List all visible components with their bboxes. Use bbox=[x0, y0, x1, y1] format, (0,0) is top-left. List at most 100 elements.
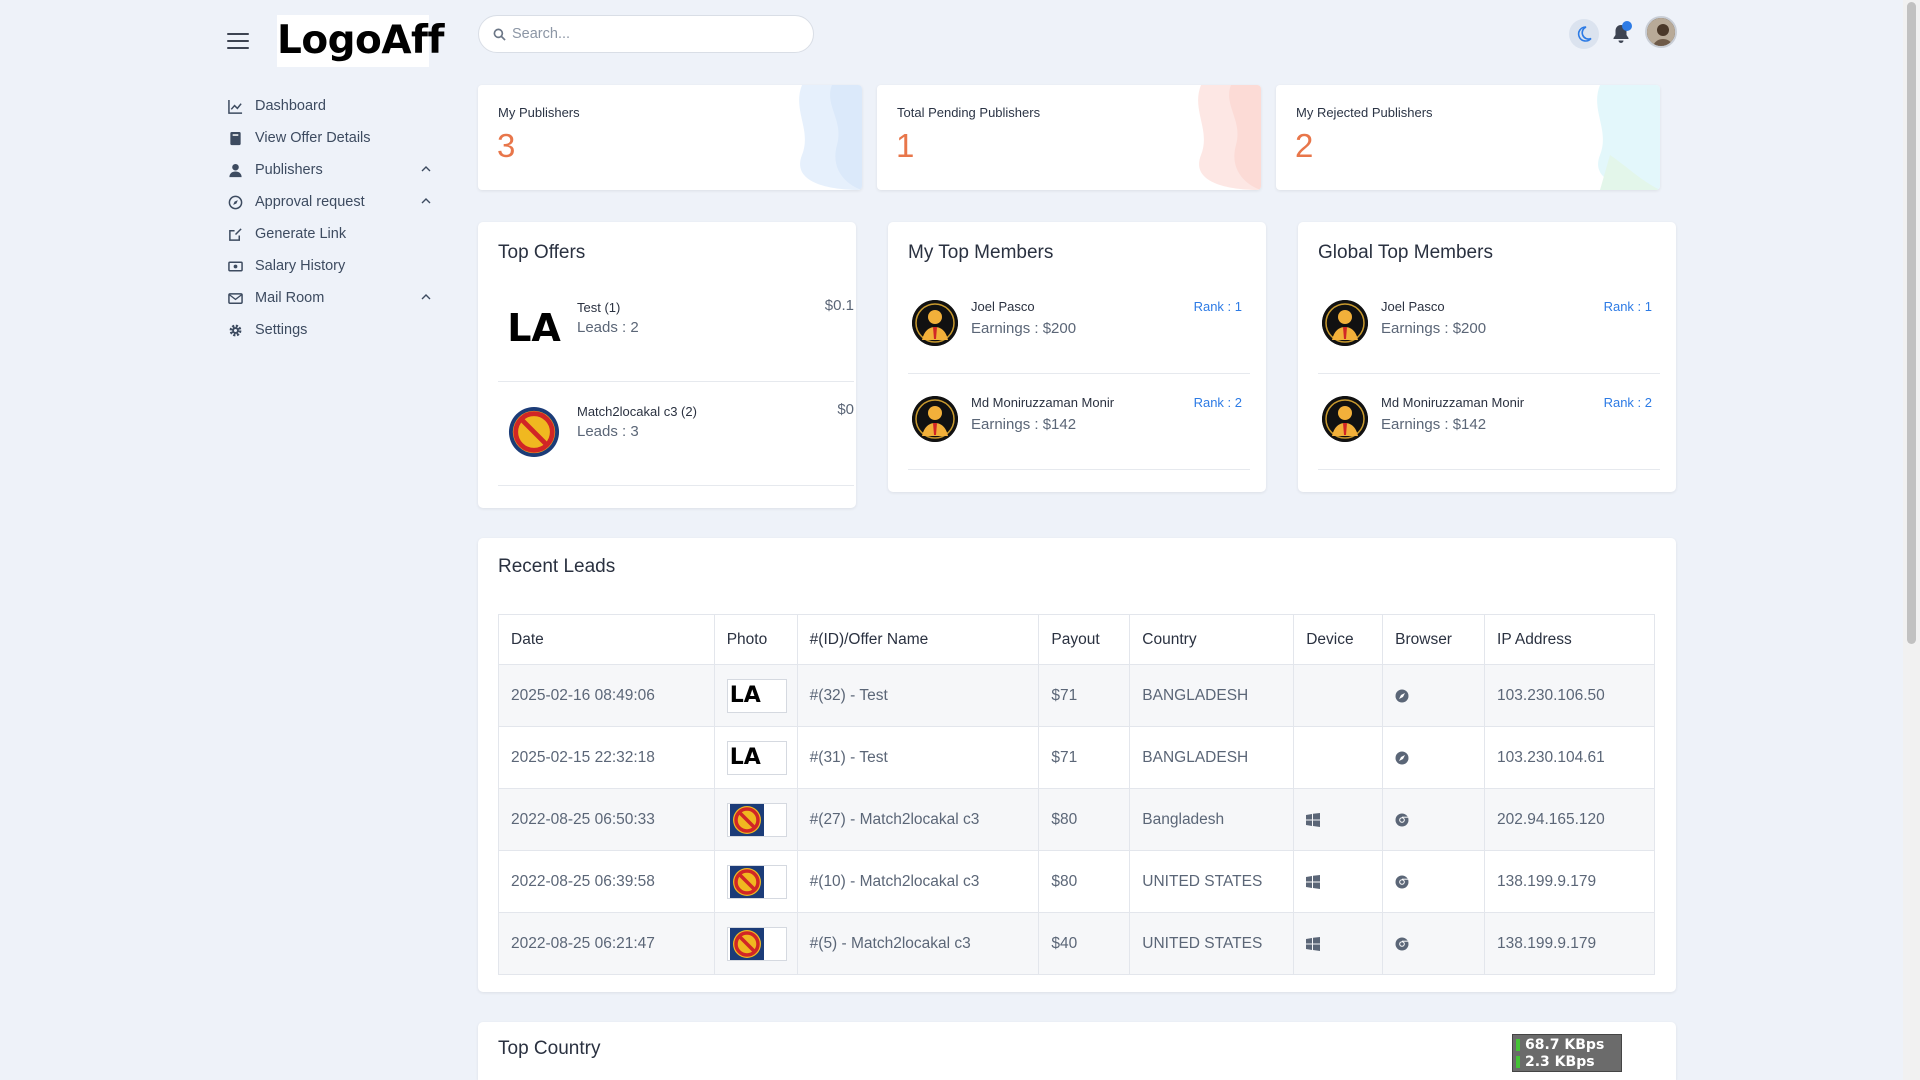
scrollbar-thumb[interactable] bbox=[1907, 2, 1916, 644]
safari-icon bbox=[1395, 689, 1409, 702]
cell-device bbox=[1293, 850, 1384, 913]
card-title: Recent Leads bbox=[498, 556, 616, 577]
cell-ip: 103.230.104.61 bbox=[1484, 726, 1655, 789]
offer-item[interactable]: Match2locakal c3 (2) Leads : 3 $0 bbox=[498, 382, 854, 486]
cell-device bbox=[1293, 726, 1384, 789]
cell-browser bbox=[1382, 850, 1486, 913]
table-header-row: Date Photo #(ID)/Offer Name Payout Count… bbox=[498, 614, 1655, 665]
card-title: Top Country bbox=[498, 1038, 601, 1059]
cell-country: BANGLADESH bbox=[1129, 726, 1295, 789]
cell-offer: #(27) - Match2locakal c3 bbox=[796, 788, 1040, 851]
page-scrollbar[interactable] bbox=[1903, 0, 1920, 1080]
notifications-button[interactable] bbox=[1608, 20, 1634, 48]
chevron-up-icon[interactable] bbox=[420, 291, 432, 303]
decorative-wave-icon bbox=[1198, 85, 1261, 190]
column-header-photo[interactable]: Photo bbox=[713, 614, 798, 665]
cell-offer: #(5) - Match2locakal c3 bbox=[796, 912, 1040, 975]
sidebar: LogoAff Dashboard View Offer Details Pub… bbox=[0, 0, 450, 1080]
offer-price: $0.1 bbox=[824, 297, 854, 314]
sidebar-item-view-offer-details[interactable]: View Offer Details bbox=[227, 122, 432, 154]
cell-browser bbox=[1382, 726, 1486, 789]
decorative-wave-icon bbox=[1597, 85, 1660, 190]
download-speed: 68.7 KBps bbox=[1525, 1037, 1605, 1053]
member-avatar bbox=[912, 396, 958, 442]
dark-mode-toggle[interactable] bbox=[1569, 19, 1599, 49]
column-header-ip-address[interactable]: IP Address bbox=[1484, 614, 1655, 665]
member-name: Md Moniruzzaman Monir bbox=[1381, 395, 1525, 410]
member-item[interactable]: Md Moniruzzaman Monir Earnings : $142 Ra… bbox=[908, 374, 1250, 470]
recent-leads-card: Recent Leads Date Photo #(ID)/Offer Name… bbox=[478, 538, 1676, 992]
member-rank: Rank : 1 bbox=[1193, 299, 1242, 314]
user-avatar[interactable] bbox=[1645, 16, 1677, 48]
windows-icon bbox=[1306, 874, 1321, 889]
sidebar-item-label: Mail Room bbox=[255, 290, 325, 306]
cell-date: 2022-08-25 06:39:58 bbox=[498, 850, 715, 913]
decorative-wave-icon bbox=[799, 85, 862, 190]
table-row[interactable]: 2025-02-15 22:32:18 LA #(31) - Test $71 … bbox=[498, 726, 1655, 789]
member-rank: Rank : 2 bbox=[1193, 395, 1242, 410]
member-name: Md Moniruzzaman Monir bbox=[971, 395, 1115, 410]
offer-leads: Leads : 3 bbox=[577, 423, 639, 440]
safari-icon bbox=[1395, 751, 1409, 764]
cell-photo: LA bbox=[713, 664, 798, 727]
offer-item[interactable]: LA Test (1) Leads : 2 $0.1 bbox=[498, 278, 854, 382]
chevron-up-icon[interactable] bbox=[420, 195, 432, 207]
member-item[interactable]: Joel Pasco Earnings : $200 Rank : 1 bbox=[1318, 278, 1660, 374]
member-item[interactable]: Joel Pasco Earnings : $200 Rank : 1 bbox=[908, 278, 1250, 374]
cell-offer: #(32) - Test bbox=[796, 664, 1040, 727]
column-header-date[interactable]: Date bbox=[498, 614, 715, 665]
chrome-icon bbox=[1395, 813, 1409, 826]
chrome-icon bbox=[1395, 875, 1409, 888]
member-item[interactable]: Md Moniruzzaman Monir Earnings : $142 Ra… bbox=[1318, 374, 1660, 470]
member-rank: Rank : 2 bbox=[1603, 395, 1652, 410]
money-bill-icon bbox=[227, 258, 243, 274]
sidebar-item-salary-history[interactable]: Salary History bbox=[227, 250, 432, 282]
menu-toggle-icon[interactable] bbox=[227, 33, 249, 49]
cell-country: Bangladesh bbox=[1129, 788, 1295, 851]
stat-card-my-rejected-publishers: My Rejected Publishers 2 bbox=[1276, 85, 1660, 190]
stat-value: 2 bbox=[1295, 127, 1314, 164]
cell-date: 2025-02-15 22:32:18 bbox=[498, 726, 715, 789]
column-header-browser[interactable]: Browser bbox=[1382, 614, 1486, 665]
notification-dot bbox=[1622, 21, 1632, 31]
chart-line-icon bbox=[227, 98, 243, 114]
chevron-up-icon[interactable] bbox=[420, 163, 432, 175]
search-input[interactable] bbox=[512, 26, 792, 42]
sidebar-item-publishers[interactable]: Publishers bbox=[227, 154, 432, 186]
card-title: Global Top Members bbox=[1318, 242, 1493, 263]
cell-date: 2022-08-25 06:50:33 bbox=[498, 788, 715, 851]
sidebar-item-settings[interactable]: Settings bbox=[227, 314, 432, 346]
offer-logo-text: LA bbox=[507, 306, 561, 350]
column-header-payout[interactable]: Payout bbox=[1038, 614, 1131, 665]
column-header-country[interactable]: Country bbox=[1129, 614, 1295, 665]
sidebar-item-approval-request[interactable]: Approval request bbox=[227, 186, 432, 218]
table-row[interactable]: 2022-08-25 06:21:47 #(5) - Match2locakal… bbox=[498, 912, 1655, 975]
top-country-card: Top Country bbox=[478, 1022, 1676, 1080]
table-row[interactable]: 2022-08-25 06:50:33 #(27) - Match2locaka… bbox=[498, 788, 1655, 851]
user-tie-icon bbox=[227, 162, 243, 178]
offer-logo-text: LA bbox=[729, 683, 761, 708]
member-rank: Rank : 1 bbox=[1603, 299, 1652, 314]
sidebar-item-label: Dashboard bbox=[255, 98, 326, 114]
card-title: My Top Members bbox=[908, 242, 1054, 263]
search-bar[interactable] bbox=[478, 15, 814, 53]
member-name: Joel Pasco bbox=[1381, 299, 1445, 314]
offer-logo-text: LA bbox=[729, 745, 761, 770]
offer-leads: Leads : 2 bbox=[577, 319, 639, 336]
sidebar-item-mail-room[interactable]: Mail Room bbox=[227, 282, 432, 314]
my-top-members-card: My Top Members Joel Pasco Earnings : $20… bbox=[888, 222, 1266, 492]
cell-payout: $71 bbox=[1038, 664, 1131, 727]
stat-label: Total Pending Publishers bbox=[897, 105, 1041, 120]
sidebar-item-generate-link[interactable]: Generate Link bbox=[227, 218, 432, 250]
brand-logo[interactable]: LogoAff bbox=[277, 15, 444, 67]
cell-device bbox=[1293, 912, 1384, 975]
table-row[interactable]: 2025-02-16 08:49:06 LA #(32) - Test $71 … bbox=[498, 664, 1655, 727]
cell-photo: LA bbox=[713, 726, 798, 789]
column-header-device[interactable]: Device bbox=[1293, 614, 1384, 665]
offer-name: Test (1) bbox=[577, 300, 621, 315]
sidebar-item-dashboard[interactable]: Dashboard bbox=[227, 90, 432, 122]
cell-photo bbox=[713, 850, 798, 913]
cell-offer: #(10) - Match2locakal c3 bbox=[796, 850, 1040, 913]
table-row[interactable]: 2022-08-25 06:39:58 #(10) - Match2locaka… bbox=[498, 850, 1655, 913]
column-header-offer-name[interactable]: #(ID)/Offer Name bbox=[796, 614, 1040, 665]
